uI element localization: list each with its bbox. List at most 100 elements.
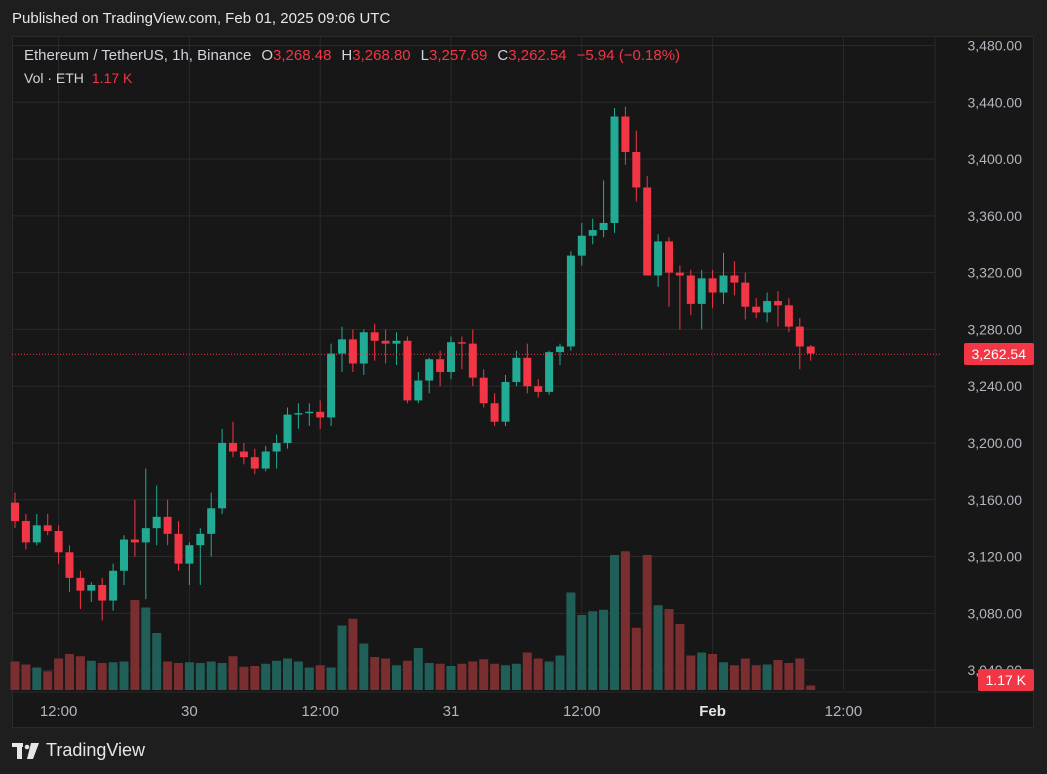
candle-body [806,346,815,354]
x-tick-label: 12:00 [40,703,78,720]
candle-body [556,346,564,353]
volume-bar [86,660,96,690]
tradingview-footer[interactable]: TradingView [12,740,145,761]
volume-bar [773,660,783,690]
volume-bar [326,667,336,690]
chart-frame[interactable] [12,36,1034,728]
volume-bar [555,655,565,690]
candle-body [545,352,554,392]
y-tick-label: 3,160.00 [968,492,1023,508]
candle-body [719,275,728,293]
volume-bar [21,664,31,690]
volume-bar [370,657,380,690]
symbol-title[interactable]: Ethereum / TetherUS, 1h, Binance [24,47,252,64]
candle-body [381,340,390,344]
volume-bar [468,661,478,690]
candle-body [348,339,357,364]
candle-body [610,116,619,223]
volume-bar [315,665,325,690]
candle-body [141,528,150,543]
candle-body [196,533,205,546]
volume-label[interactable]: Vol · ETH [24,70,84,86]
candle-body [697,278,706,304]
candle-body [152,516,161,529]
volume-bar [65,654,74,690]
volume-bar [97,663,107,690]
candle-body [272,442,281,452]
grid-lines [12,37,1034,727]
candle-body [403,340,412,401]
volume-bar [108,662,118,690]
volume-bar [250,666,260,690]
candle-body [338,339,346,354]
published-caption: Published on TradingView.com, Feb 01, 20… [12,10,391,27]
candle-body [392,340,401,344]
candle-body [741,282,750,307]
candle-body [468,343,477,378]
y-tick-label: 3,080.00 [968,605,1023,621]
volume-bar [402,660,412,690]
volume-value: 1.17 K [91,70,133,86]
volume-bar [206,661,216,690]
candle-body [43,525,52,532]
volume-bar [751,665,761,690]
candle-body [490,403,499,422]
open-value: 3,268.48 [273,47,332,64]
candle-body [305,411,314,414]
volume-bar [195,663,205,690]
volume-bar [522,652,532,690]
candle-body [87,584,96,591]
volume-bar [174,663,183,690]
candle-body [523,357,532,387]
x-tick-label: 30 [181,703,198,720]
tradingview-logo-icon [12,742,39,759]
candle-body [588,230,597,236]
candle-body [218,442,227,509]
high-label: H [341,47,353,64]
candle-body [109,570,118,601]
volume-bar [501,665,510,690]
volume-bar [490,663,500,690]
last-price-badge: 3,262.54 [963,343,1034,366]
candle-body [54,531,63,553]
volume-bar [217,663,227,690]
candle-body [21,521,30,543]
volume-bar [588,611,598,690]
candle-body [795,326,804,347]
candle-body [534,386,543,392]
candle-body [229,442,237,452]
candle-body [316,411,325,418]
volume-bar [43,671,53,690]
volume-bar [348,618,358,690]
volume-bar [54,658,64,690]
candle-body [239,451,248,458]
candle-body [261,451,270,469]
y-tick-label: 3,480.00 [968,38,1023,54]
candle-body [130,539,139,543]
candle-body [98,584,107,601]
volume-bar [261,663,271,690]
y-tick-label: 3,240.00 [968,378,1023,394]
volume-bar [75,656,85,690]
volume-bar [141,607,151,690]
candle-body [621,116,630,152]
volume-bar [762,664,772,690]
candle-body [163,516,172,534]
close-value: 3,262.54 [508,47,567,64]
candle-body [65,552,74,578]
candle-body [11,502,19,522]
volume-bar [533,658,543,690]
candle-body [327,353,336,418]
volume-bar [664,609,674,690]
candle-body [675,272,684,276]
y-tick-label: 3,400.00 [968,151,1023,167]
volume-bar [32,667,42,690]
candle-body [76,577,85,591]
volume-bar [184,662,194,690]
volume-bar [304,667,314,690]
candle-body [763,301,772,313]
last-volume-badge: 1.17 K [977,669,1034,691]
ohlc-legend: Ethereum / TetherUS, 1h, Binance O3,268.4… [24,47,680,64]
y-tick-label: 3,320.00 [968,265,1023,281]
